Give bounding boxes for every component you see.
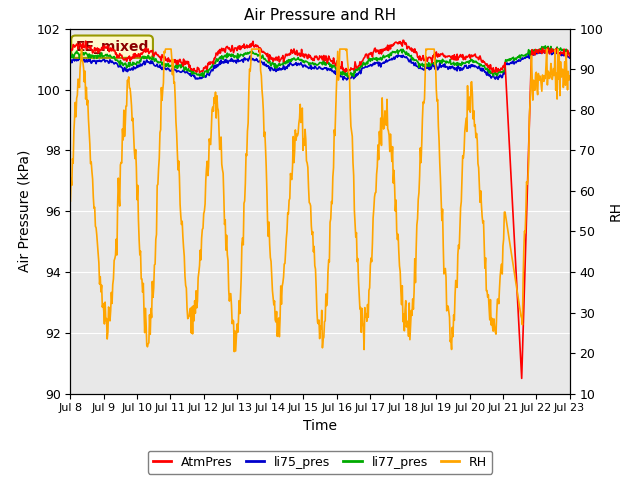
AtmPres <box>395 39 403 45</box>
RH <box>382 120 390 126</box>
Line: RH: RH <box>70 49 570 352</box>
li77_pres <box>344 74 352 80</box>
li75_pres <box>566 55 573 61</box>
RH <box>67 198 74 204</box>
X-axis label: Time: Time <box>303 419 337 433</box>
AtmPres <box>204 60 212 66</box>
li75_pres <box>381 59 388 65</box>
AtmPres <box>399 37 407 43</box>
li77_pres <box>381 54 388 60</box>
li75_pres <box>343 77 351 83</box>
Title: Air Pressure and RH: Air Pressure and RH <box>244 9 396 24</box>
li75_pres <box>396 53 403 59</box>
li77_pres <box>541 43 549 49</box>
Y-axis label: RH: RH <box>609 201 623 221</box>
RH <box>127 93 134 99</box>
li75_pres <box>127 67 134 73</box>
RH <box>162 46 170 52</box>
AtmPres <box>380 46 388 51</box>
AtmPres <box>178 60 186 66</box>
RH <box>230 349 238 355</box>
AtmPres <box>127 55 134 60</box>
AtmPres <box>518 375 525 381</box>
AtmPres <box>566 54 573 60</box>
li77_pres <box>396 48 403 54</box>
RH <box>179 218 186 224</box>
Text: EE_mixed: EE_mixed <box>76 40 148 54</box>
li77_pres <box>127 62 134 68</box>
li77_pres <box>566 50 573 56</box>
li77_pres <box>76 55 83 61</box>
RH <box>76 84 83 90</box>
RH <box>205 164 212 169</box>
li77_pres <box>178 61 186 67</box>
Line: li75_pres: li75_pres <box>70 50 570 80</box>
li77_pres <box>204 70 212 75</box>
li75_pres <box>76 56 83 61</box>
li75_pres <box>67 59 74 65</box>
li75_pres <box>204 71 212 76</box>
Line: AtmPres: AtmPres <box>70 40 570 378</box>
li75_pres <box>178 69 186 75</box>
Legend: AtmPres, li75_pres, li77_pres, RH: AtmPres, li75_pres, li77_pres, RH <box>148 451 492 474</box>
AtmPres <box>76 43 83 48</box>
li77_pres <box>67 54 74 60</box>
Y-axis label: Air Pressure (kPa): Air Pressure (kPa) <box>17 150 31 272</box>
AtmPres <box>67 48 74 54</box>
li75_pres <box>544 48 552 53</box>
RH <box>396 269 404 275</box>
Line: li77_pres: li77_pres <box>70 46 570 77</box>
RH <box>566 73 573 79</box>
